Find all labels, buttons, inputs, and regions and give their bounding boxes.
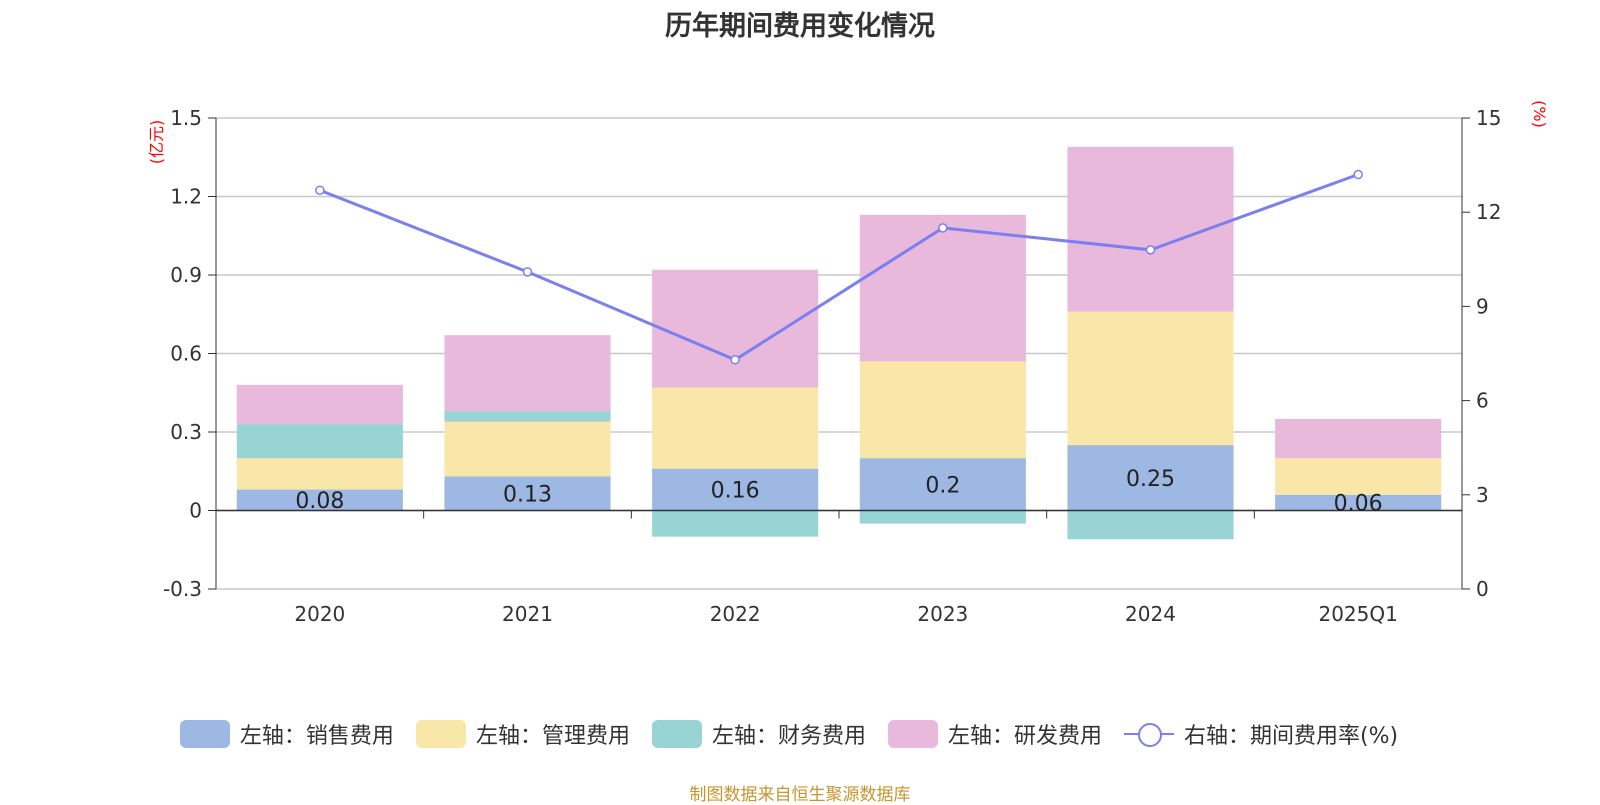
line-point: [938, 223, 948, 233]
x-axis-tick-label: 2024: [1125, 602, 1176, 626]
bar-segment: [1067, 311, 1234, 446]
line-point: [730, 355, 740, 365]
legend-item-rnd[interactable]: 左轴：研发费用: [887, 718, 1102, 750]
bar-segment: [1275, 418, 1442, 459]
bar-segment: [859, 510, 1026, 524]
left-axis-tick-label: 0.3: [170, 420, 202, 444]
legend-item-admin[interactable]: 左轴：管理费用: [415, 718, 630, 750]
data-label: 0.16: [711, 479, 760, 504]
data-label: 0.13: [503, 482, 552, 507]
legend-label-finance: 左轴：财务费用: [711, 724, 866, 749]
line-point: [315, 185, 325, 195]
right-axis-tick-label: 3: [1476, 483, 1489, 507]
left-axis-tick-label: -0.3: [163, 577, 202, 601]
legend-item-finance[interactable]: 左轴：财务费用: [651, 718, 866, 750]
line-point: [522, 267, 533, 277]
left-axis-tick-label: 0.6: [170, 342, 202, 366]
chart-legend: 左轴：销售费用 左轴：管理费用 左轴：财务费用 左轴：研发费用 右轴：期间费用率…: [0, 718, 1600, 750]
legend-label-expense-rate: 右轴：期间费用率(%): [1183, 724, 1399, 749]
expense-rate-line: [319, 173, 1359, 362]
bar-segment: [236, 458, 403, 490]
bar-segment: [444, 421, 611, 477]
bar-segment: [859, 214, 1026, 362]
bar-segment: [1067, 510, 1234, 540]
right-axis-tick-label: 9: [1476, 294, 1489, 318]
right-axis-tick-label: 12: [1476, 200, 1501, 224]
bar-segment: [236, 384, 403, 425]
right-axis-tick-label: 6: [1476, 389, 1489, 413]
legend-item-sales[interactable]: 左轴：销售费用: [179, 718, 394, 750]
legend-line-marker-icon: [1123, 720, 1174, 748]
bar-segment: [1067, 445, 1234, 511]
right-axis-tick-label: 0: [1476, 577, 1489, 601]
x-axis-tick-label: 2020: [294, 602, 345, 626]
legend-label-rnd: 左轴：研发费用: [947, 724, 1102, 749]
line-point: [1145, 245, 1156, 255]
line-point: [1353, 169, 1363, 180]
x-axis-tick-label: 2022: [710, 602, 761, 626]
bar-segment: [236, 424, 403, 459]
left-axis-tick-label: 1.2: [170, 185, 202, 209]
data-label: 0.06: [1334, 492, 1383, 517]
legend-item-expense-rate[interactable]: 右轴：期间费用率(%): [1123, 718, 1399, 750]
bar-segment: [444, 411, 611, 422]
bar-segment: [652, 468, 819, 511]
legend-swatch-finance: [651, 720, 702, 748]
bar-segment: [859, 361, 1026, 459]
legend-label-admin: 左轴：管理费用: [475, 724, 630, 749]
legend-swatch-rnd: [887, 720, 938, 748]
bar-segment: [859, 458, 1026, 511]
bar-segment: [444, 476, 611, 511]
data-label: 0.25: [1126, 467, 1175, 492]
bar-segment: [652, 269, 819, 388]
bar-segment: [444, 335, 611, 412]
bar-segment: [652, 510, 819, 537]
bar-segment: [1275, 458, 1442, 495]
chart-plot: -0.3 0 0.3 0.6 0.9 1.2 1.5 0 3 6 9 12 15 (亿元) (%) 2020 2…: [147, 100, 1549, 626]
x-axis-tick-label: 2021: [502, 602, 553, 626]
x-axis-tick-label: 2025Q1: [1318, 602, 1397, 626]
legend-swatch-sales: [179, 720, 230, 748]
data-label: 0.2: [925, 473, 960, 498]
legend-swatch-admin: [415, 720, 466, 748]
source-note: 制图数据来自恒生聚源数据库: [689, 785, 911, 805]
left-axis-tick-label: 0.9: [170, 263, 202, 287]
chart-title: 历年期间费用变化情况: [665, 11, 935, 42]
bar-segment: [652, 387, 819, 469]
right-axis-tick-label: 15: [1476, 106, 1501, 130]
x-axis-tick-label: 2023: [917, 602, 968, 626]
left-axis-tick-label: 1.5: [170, 106, 202, 130]
right-axis-unit: (%): [1530, 100, 1549, 128]
left-axis-unit: (亿元): [147, 120, 166, 165]
bar-segment: [1275, 494, 1442, 511]
left-axis-tick-label: 0: [189, 499, 202, 523]
legend-label-sales: 左轴：销售费用: [239, 724, 394, 749]
data-label: 0.08: [295, 489, 344, 514]
bar-segment: [236, 489, 403, 511]
